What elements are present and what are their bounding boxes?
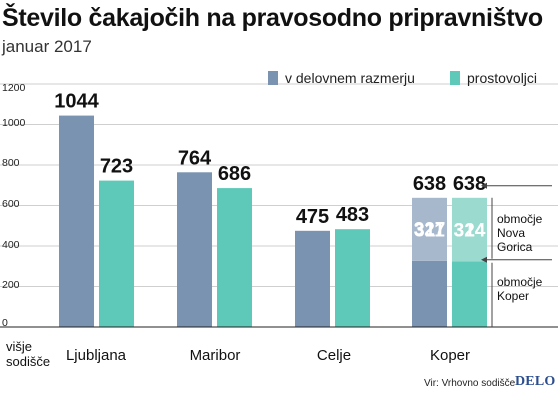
segment-value-label: 311 [414,220,445,241]
legend-item-volunteers: prostovoljci [450,70,537,86]
segment-value-label: 327 [414,220,446,241]
category-label-ljubljana: Ljubljana [65,347,127,364]
y-tick-label: 800 [2,157,20,169]
category-label-koper: Koper [429,347,471,364]
bar [177,172,212,327]
bar [99,180,134,327]
segment-value-label: 314 [454,221,486,242]
y-tick-label: 0 [2,317,8,329]
bar [335,229,370,327]
bar-value-label: 638 [413,173,446,195]
bar-segment-nova-gorica [452,197,487,262]
chart-subtitle: januar 2017 [2,37,92,56]
annotation-arrowhead [481,256,487,263]
bar [295,230,330,327]
y-tick-label: 400 [2,239,20,251]
bar-value-label: 1044 [54,91,99,113]
category-label-maribor: Maribor [189,347,241,364]
annotation-koper: območje Koper [497,275,543,303]
bar-segment-nova-gorica [412,197,447,261]
publisher-logo: DELO [515,374,556,389]
bar-value-label: 764 [178,147,212,169]
bar-value-label: 686 [218,163,251,185]
bar-value-label: 483 [336,204,369,226]
legend-item-employed: v delovnem razmerju [268,70,415,86]
bar-value-label: 638 [453,173,486,195]
y-tick-label: 200 [2,279,20,291]
legend-label-employed: v delovnem razmerju [285,70,415,86]
source-note: Vir: Vrhovno sodišče [424,378,516,389]
bar-segment-koper [452,261,487,327]
legend-swatch-volunteers [450,71,460,85]
category-label-celje: Celje [316,347,352,364]
annotation-nova-gorica: območje Nova Gorica [497,212,543,254]
y-tick-label: 1000 [2,117,26,129]
row-label: višje sodišče [6,339,51,369]
chart-title: Število čakajočih na pravosodno pripravn… [2,4,543,32]
bar-value-label: 723 [100,156,133,178]
legend-label-volunteers: prostovoljci [467,70,538,86]
annotation-arrowhead [481,182,487,189]
y-tick-label: 600 [2,198,20,210]
y-tick-label: 1200 [2,82,26,94]
legend-swatch-employed [268,71,278,85]
bar-segment-koper [412,260,447,327]
bar [217,188,252,327]
segment-value-label: 324 [454,221,486,242]
bar-value-label: 475 [296,206,329,228]
bar [59,115,94,327]
